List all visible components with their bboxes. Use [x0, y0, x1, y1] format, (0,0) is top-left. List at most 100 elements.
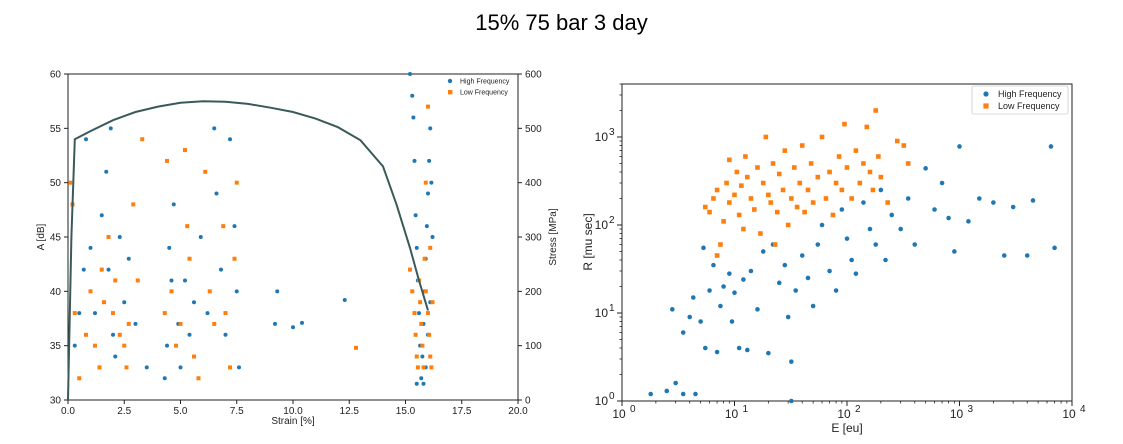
left-high-frequency-point	[113, 354, 118, 359]
left-high-frequency-point	[99, 213, 104, 218]
right-y-tick-label: 10	[595, 394, 609, 408]
left-y2-tick-label: 0	[525, 396, 531, 407]
right-high-frequency-point	[867, 226, 873, 232]
right-low-frequency-point	[901, 143, 907, 148]
left-legend: High Frequency Low Frequency	[447, 79, 510, 97]
right-low-frequency-points	[702, 108, 911, 258]
right-legend-high-label: High Frequency	[998, 89, 1062, 99]
left-low-frequency-point	[420, 343, 425, 348]
right-high-frequency-point	[789, 359, 794, 364]
right-high-frequency-point	[721, 284, 726, 289]
right-x-tick-label: 10	[837, 407, 851, 421]
left-low-frequency-point	[192, 354, 196, 359]
left-y-tick-label: 35	[50, 341, 62, 352]
left-high-frequency-point	[427, 158, 432, 163]
left-low-frequency-point	[428, 245, 433, 250]
left-y2-tick-label: 400	[525, 178, 542, 189]
left-high-frequency-point	[237, 365, 241, 370]
right-high-frequency-point	[711, 262, 716, 268]
right-low-frequency-point	[760, 180, 766, 186]
right-x-tick-exponent: 1	[743, 404, 749, 415]
right-low-frequency-point	[727, 200, 732, 205]
right-high-frequency-point	[729, 319, 735, 324]
right-low-frequency-point	[833, 180, 839, 186]
right-high-frequency-point	[701, 245, 706, 251]
right-high-frequency-point	[766, 350, 771, 356]
left-high-frequency-point	[420, 354, 425, 359]
right-high-frequency-point	[785, 314, 791, 320]
right-low-frequency-point	[808, 161, 814, 166]
left-x-tick-label: 12.5	[340, 406, 360, 417]
right-low-frequency-point	[732, 192, 737, 198]
right-high-frequency-point	[912, 242, 918, 247]
right-low-frequency-point	[724, 180, 729, 186]
right-low-frequency-point	[870, 187, 876, 193]
right-high-frequency-point	[883, 257, 888, 263]
left-low-frequency-point	[196, 376, 201, 381]
right-low-frequency-point	[878, 174, 884, 180]
left-low-frequency-point	[207, 289, 212, 294]
left-high-frequency-point	[275, 289, 280, 294]
right-low-frequency-point	[772, 242, 778, 247]
left-high-frequency-point	[300, 320, 304, 325]
right-y-tick-exponent: 2	[609, 215, 615, 226]
left-high-frequency-points	[72, 72, 435, 386]
left-high-frequency-point	[205, 311, 210, 316]
right-high-frequency-point	[698, 319, 703, 324]
right-x-tick-exponent: 4	[1080, 404, 1086, 415]
left-high-frequency-point	[429, 180, 434, 185]
right-high-frequency-point	[1030, 198, 1036, 203]
right-legend-box	[971, 85, 1069, 115]
right-x-tick-label: 10	[950, 407, 964, 421]
left-low-frequency-point	[413, 332, 418, 337]
right-low-frequency-point	[815, 174, 821, 180]
right-high-frequency-point	[670, 307, 675, 312]
right-x-tick-exponent: 0	[630, 404, 636, 415]
left-low-frequency-point	[187, 256, 192, 261]
right-low-frequency-point	[827, 169, 832, 175]
left-low-frequency-point	[126, 321, 131, 326]
left-low-frequency-point	[88, 289, 93, 294]
right-high-frequency-point	[732, 290, 737, 296]
right-low-frequency-point	[755, 165, 760, 170]
left-low-frequency-point	[412, 311, 417, 316]
right-low-frequency-point	[864, 124, 870, 130]
left-y2-ticks: 0 100 200 300 400 500 600	[518, 70, 542, 407]
right-high-frequency-points	[648, 144, 1057, 404]
left-high-frequency-point	[117, 235, 122, 239]
right-low-frequency-point	[741, 226, 746, 232]
left-high-frequency-point	[126, 256, 131, 261]
right-high-frequency-point	[849, 257, 854, 263]
right-high-frequency-point	[680, 391, 686, 397]
right-low-frequency-point	[707, 209, 712, 215]
right-high-frequency-point	[736, 345, 742, 351]
left-high-frequency-point	[106, 267, 111, 272]
left-high-frequency-point	[192, 300, 196, 305]
right-low-frequency-point	[805, 187, 811, 193]
left-low-frequency-point	[203, 169, 208, 174]
right-low-frequency-point	[853, 148, 859, 153]
right-low-frequency-point	[797, 180, 803, 186]
left-high-frequency-point	[111, 332, 115, 337]
right-high-frequency-point	[952, 249, 957, 254]
right-low-frequency-point	[745, 174, 750, 180]
left-high-frequency-point	[212, 126, 217, 131]
left-low-frequency-point	[117, 332, 122, 337]
left-low-frequency-point	[410, 289, 415, 294]
right-legend-low-marker	[983, 103, 989, 109]
right-high-frequency-point	[827, 268, 832, 274]
right-y-tick-label: 10	[595, 218, 609, 232]
left-high-frequency-point	[428, 126, 433, 131]
right-high-frequency-point	[898, 226, 903, 232]
right-x-axis-label: E [eu]	[831, 421, 862, 435]
right-y-axis-label: R [mu sec]	[581, 213, 595, 270]
left-high-frequency-point	[167, 245, 172, 250]
left-high-frequency-point	[187, 332, 192, 337]
right-low-frequency-point	[734, 169, 740, 175]
left-y2-tick-label: 200	[525, 287, 542, 298]
right-high-frequency-point	[957, 144, 962, 149]
right-low-frequency-point	[844, 165, 850, 170]
left-high-frequency-point	[234, 289, 239, 294]
right-high-frequency-point	[815, 242, 821, 247]
